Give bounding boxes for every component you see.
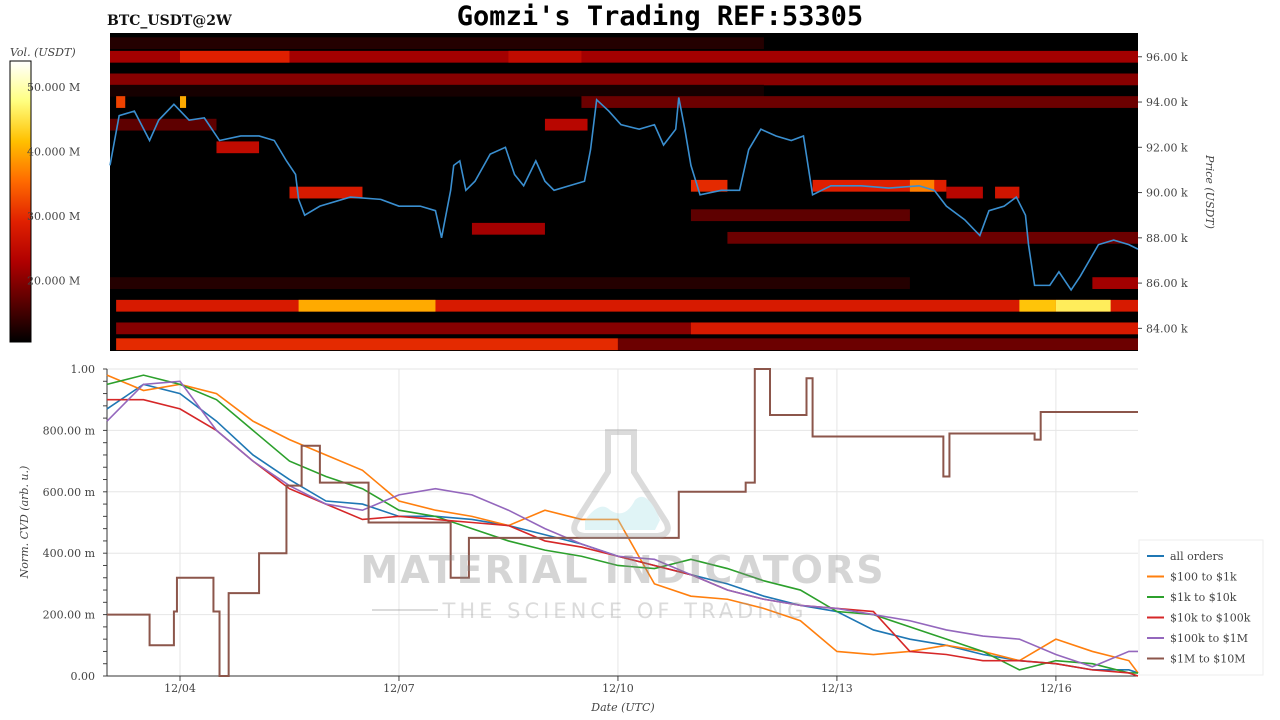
price-tick-label: 94.00 k bbox=[1146, 96, 1188, 109]
colorbar-label: Vol. (USDT) bbox=[10, 46, 76, 59]
cvd-tick-label: 200.00 m bbox=[43, 609, 96, 622]
colorbar-tick-label: 50.000 M bbox=[27, 81, 80, 94]
price-axis-label: Price (USDT) bbox=[1203, 154, 1216, 229]
cvd-tick-label: 600.00 m bbox=[43, 486, 96, 499]
date-tick-label: 12/07 bbox=[383, 682, 415, 695]
watermark-line1: MATERIAL INDICATORS bbox=[360, 548, 885, 592]
series-line-4 bbox=[106, 380, 1138, 668]
cvd-tick-label: 1.00 bbox=[71, 363, 96, 376]
heatmap-cell bbox=[471, 222, 545, 235]
heatmap-cell bbox=[1055, 299, 1111, 312]
heatmap-cell bbox=[727, 231, 1138, 244]
price-line bbox=[109, 97, 1139, 292]
cvd-background bbox=[107, 369, 1138, 676]
heatmap-cell bbox=[116, 322, 1138, 335]
legend-box bbox=[1138, 539, 1264, 676]
date-tick-label: 12/16 bbox=[1040, 682, 1072, 695]
heatmap-cell bbox=[298, 299, 436, 312]
price-tick-label: 92.00 k bbox=[1146, 141, 1188, 154]
cvd-tick-label: 800.00 m bbox=[43, 424, 96, 437]
y-axis-label: Norm. CVD (arb. u.) bbox=[18, 466, 31, 580]
heatmap-cell bbox=[544, 118, 588, 131]
cvd-tick-label: 0.00 bbox=[71, 670, 96, 683]
heatmap-cell bbox=[116, 96, 126, 108]
figure-title: Gomzi's Trading REF:53305 bbox=[457, 1, 863, 32]
colorbar: 20.000 M 30.000 M 40.000 M 50.000 M Vol. (US… bbox=[9, 46, 80, 343]
series-line-2 bbox=[106, 374, 1138, 674]
heatmap-cell bbox=[581, 96, 1138, 108]
price-tick-label: 88.00 k bbox=[1146, 232, 1188, 245]
heatmap-cell bbox=[690, 209, 910, 222]
cvd-tick-label: 400.00 m bbox=[43, 547, 96, 560]
heatmap-cell bbox=[508, 50, 582, 63]
series-line-1 bbox=[106, 374, 1139, 674]
heatmap-cell bbox=[289, 186, 363, 199]
heatmap-cell bbox=[909, 179, 935, 192]
series-line-5 bbox=[107, 368, 1138, 677]
date-tick-label: 12/04 bbox=[164, 682, 196, 695]
heatmap-cell bbox=[116, 338, 618, 351]
heatmap-cell bbox=[216, 141, 260, 154]
price-tick-label: 90.00 k bbox=[1146, 187, 1188, 200]
heatmap-cell bbox=[179, 50, 290, 63]
heatmap-cell bbox=[110, 37, 764, 50]
heatmap-cell bbox=[946, 186, 983, 199]
legend-entry: all orders bbox=[1170, 550, 1224, 563]
heatmap-cell bbox=[1092, 277, 1138, 289]
colorbar-tick-label: 40.000 M bbox=[27, 145, 80, 158]
x-axis-label: Date (UTC) bbox=[590, 701, 654, 714]
heatmap-cell bbox=[812, 179, 947, 192]
watermark-logo: MATERIAL INDICATORS THE SCIENCE OF TRADI… bbox=[360, 429, 885, 623]
date-tick-label: 12/10 bbox=[602, 682, 634, 695]
colorbar-tick-label: 20.000 M bbox=[27, 275, 80, 288]
heatmap-cell bbox=[179, 96, 187, 108]
legend-entry: $1k to $10k bbox=[1170, 591, 1237, 604]
legend-entry: $100k to $1M bbox=[1170, 632, 1248, 645]
heatmap-cell bbox=[110, 73, 1138, 86]
heatmap-cell bbox=[110, 277, 910, 289]
cvd-plot: 0.00 200.00 m 400.00 m 600.00 m 800.00 m 1.00… bbox=[18, 363, 1139, 714]
legend-entry: $10k to $100k bbox=[1170, 612, 1251, 625]
date-tick-label: 12/13 bbox=[821, 682, 853, 695]
legend: all orders $100 to $1k $1k to $10k $10k to … bbox=[1138, 539, 1264, 676]
price-tick-label: 84.00 k bbox=[1146, 322, 1188, 335]
price-tick-label: 96.00 k bbox=[1146, 51, 1188, 64]
heatmap-plot: 84.00 k 86.00 k 88.00 k 90.00 k 92.00 k 94.00… bbox=[109, 33, 1216, 351]
heatmap-cell bbox=[110, 84, 764, 97]
heatmap-cell bbox=[995, 186, 1020, 199]
symbol-label: BTC_USDT@2W bbox=[107, 13, 232, 29]
legend-entry: $100 to $1k bbox=[1170, 571, 1237, 584]
price-tick-label: 86.00 k bbox=[1146, 277, 1188, 290]
heatmap-cell bbox=[1019, 299, 1056, 312]
heatmap-cell bbox=[690, 179, 728, 192]
heatmap-cell bbox=[617, 338, 1138, 351]
watermark-line2: THE SCIENCE OF TRADING bbox=[442, 599, 808, 623]
heatmap-cell bbox=[110, 118, 217, 131]
series-line-3 bbox=[107, 398, 1139, 677]
legend-entry: $1M to $10M bbox=[1170, 653, 1246, 666]
heatmap-cell bbox=[690, 322, 1138, 335]
heatmap-cell bbox=[116, 299, 1138, 312]
heatmap-cell bbox=[110, 50, 1138, 63]
colorbar-tick-label: 30.000 M bbox=[27, 210, 80, 223]
colorbar-gradient bbox=[9, 60, 32, 343]
